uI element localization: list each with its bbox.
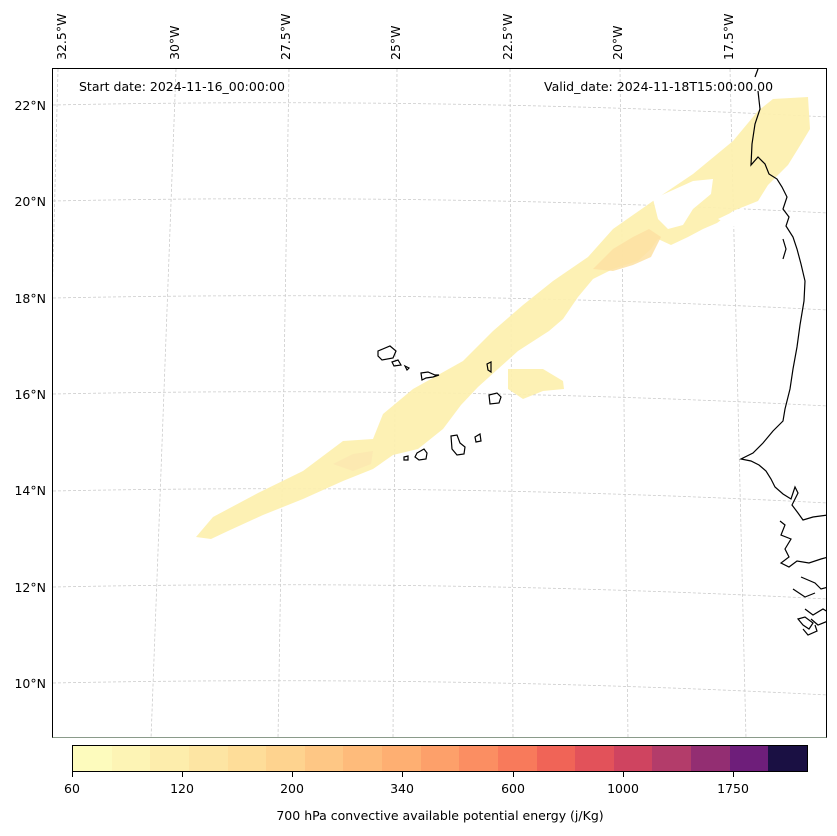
island-sao-vicente: [391, 359, 402, 367]
island-sal: [486, 361, 492, 374]
island-sao-nicolau: [420, 371, 440, 381]
cape-hole: [653, 179, 713, 229]
colorbar-segment: [691, 746, 730, 771]
colorbar-segment: [613, 746, 653, 771]
colorbar: [72, 745, 808, 772]
colorbar-tick: [623, 772, 624, 777]
lon-label-25w: 25°W: [388, 25, 403, 60]
lat-label-12n: 12°N: [14, 580, 46, 595]
island-brava: [403, 455, 409, 461]
lon-label-17-5w: 17.5°W: [721, 13, 736, 60]
lon-label-20w: 20°W: [610, 25, 625, 60]
colorbar-segment: [266, 746, 305, 771]
colorbar-segment: [227, 746, 267, 771]
colorbar-segment: [150, 746, 189, 771]
lat-label-10n: 10°N: [14, 676, 46, 691]
africa-coast-south: [779, 520, 826, 568]
colorbar-segment: [652, 746, 691, 771]
lon-label-27-5w: 27.5°W: [278, 13, 293, 60]
island-maio: [474, 433, 482, 443]
island-fogo: [414, 448, 428, 461]
lon-label-32-5w: 32.5°W: [54, 13, 69, 60]
lat-label-14n: 14°N: [14, 483, 46, 498]
colorbar-label-200: 200: [280, 781, 304, 796]
colorbar-segment: [382, 746, 421, 771]
cape-field: [196, 97, 810, 539]
lat-label-22n: 22°N: [14, 98, 46, 113]
island-boa-vista: [488, 392, 502, 405]
colorbar-label-1750: 1750: [717, 781, 749, 796]
cape-hotspot: [593, 229, 661, 271]
cape-band-branch: [508, 369, 564, 399]
colorbar-segment: [304, 746, 344, 771]
colorbar-segment: [497, 746, 537, 771]
valid-date-label: Valid_date: 2024-11-18T15:00:00.00: [544, 79, 774, 94]
colorbar-segment: [575, 746, 614, 771]
cape-hole-2: [718, 207, 749, 227]
cape-band-main: [196, 97, 810, 539]
island-santiago: [450, 434, 466, 456]
colorbar-tick: [72, 772, 73, 777]
colorbar-segment: [459, 746, 498, 771]
colorbar-segment: [73, 746, 112, 771]
colorbar-segment: [536, 746, 576, 771]
colorbar-segment: [111, 746, 151, 771]
start-date-label: Start date: 2024-11-16_00:00:00: [79, 79, 285, 94]
cape-hotspot-2: [333, 451, 373, 471]
colorbar-tick: [733, 772, 734, 777]
colorbar-segment: [343, 746, 382, 771]
colorbar-tick: [402, 772, 403, 777]
colorbar-segment: [420, 746, 460, 771]
lon-label-30w: 30°W: [167, 25, 182, 60]
map-frame: [52, 68, 827, 738]
latitude-gridlines: [53, 102, 826, 696]
africa-coast-north: [739, 90, 826, 521]
colorbar-tick: [513, 772, 514, 777]
colorbar-segment: [768, 746, 807, 771]
colorbar-label-600: 600: [501, 781, 525, 796]
lat-label-18n: 18°N: [14, 291, 46, 306]
island-santa-luzia: [403, 364, 411, 372]
lat-label-20n: 20°N: [14, 194, 46, 209]
map-canvas: [53, 69, 826, 737]
colorbar-label-340: 340: [390, 781, 414, 796]
colorbar-label-1000: 1000: [607, 781, 639, 796]
colorbar-segment: [188, 746, 228, 771]
lat-label-16n: 16°N: [14, 387, 46, 402]
colorbar-label-60: 60: [64, 781, 80, 796]
colorbar-segment: [729, 746, 769, 771]
lon-label-22-5w: 22.5°W: [500, 13, 515, 60]
colorbar-tick: [182, 772, 183, 777]
colorbar-label-120: 120: [170, 781, 194, 796]
colorbar-tick: [292, 772, 293, 777]
island-santo-antao: [377, 345, 397, 361]
coastlines: [377, 69, 826, 636]
colorbar-title: 700 hPa convective available potential e…: [276, 808, 604, 823]
